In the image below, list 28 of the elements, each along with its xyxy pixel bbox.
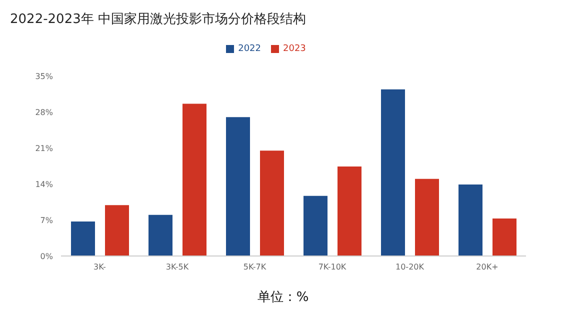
bar [458,184,482,256]
x-tick-label: 7K-10K [318,262,347,272]
bar [415,178,439,256]
y-tick-label: 28% [35,108,54,117]
y-tick-label: 0% [40,252,54,261]
chart-title: 2022-2023年 中国家用激光投影市场分价格段结构 [10,11,306,28]
bar [381,89,405,256]
y-tick-label: 14% [35,180,54,189]
legend-label: 2022 [238,44,261,54]
bar [492,218,516,256]
x-tick-label: 3K-5K [166,262,190,272]
bar [226,117,250,256]
x-tick-label: 5K-7K [243,262,267,272]
bar [71,222,95,256]
legend-label: 2023 [283,44,306,54]
x-tick-label: 3K- [94,262,106,272]
y-tick-label: 21% [35,144,54,153]
bar [148,214,172,256]
x-tick-label: 20K+ [476,262,498,272]
text: 单位：% [256,289,310,306]
bar [105,205,129,256]
bar [182,104,206,256]
bar [304,196,328,256]
bar [260,150,284,256]
y-tick-label: 7% [40,216,54,225]
bar [338,166,362,256]
x-tick-label: 10-20K [396,262,425,272]
y-tick-label: 35% [35,72,54,81]
